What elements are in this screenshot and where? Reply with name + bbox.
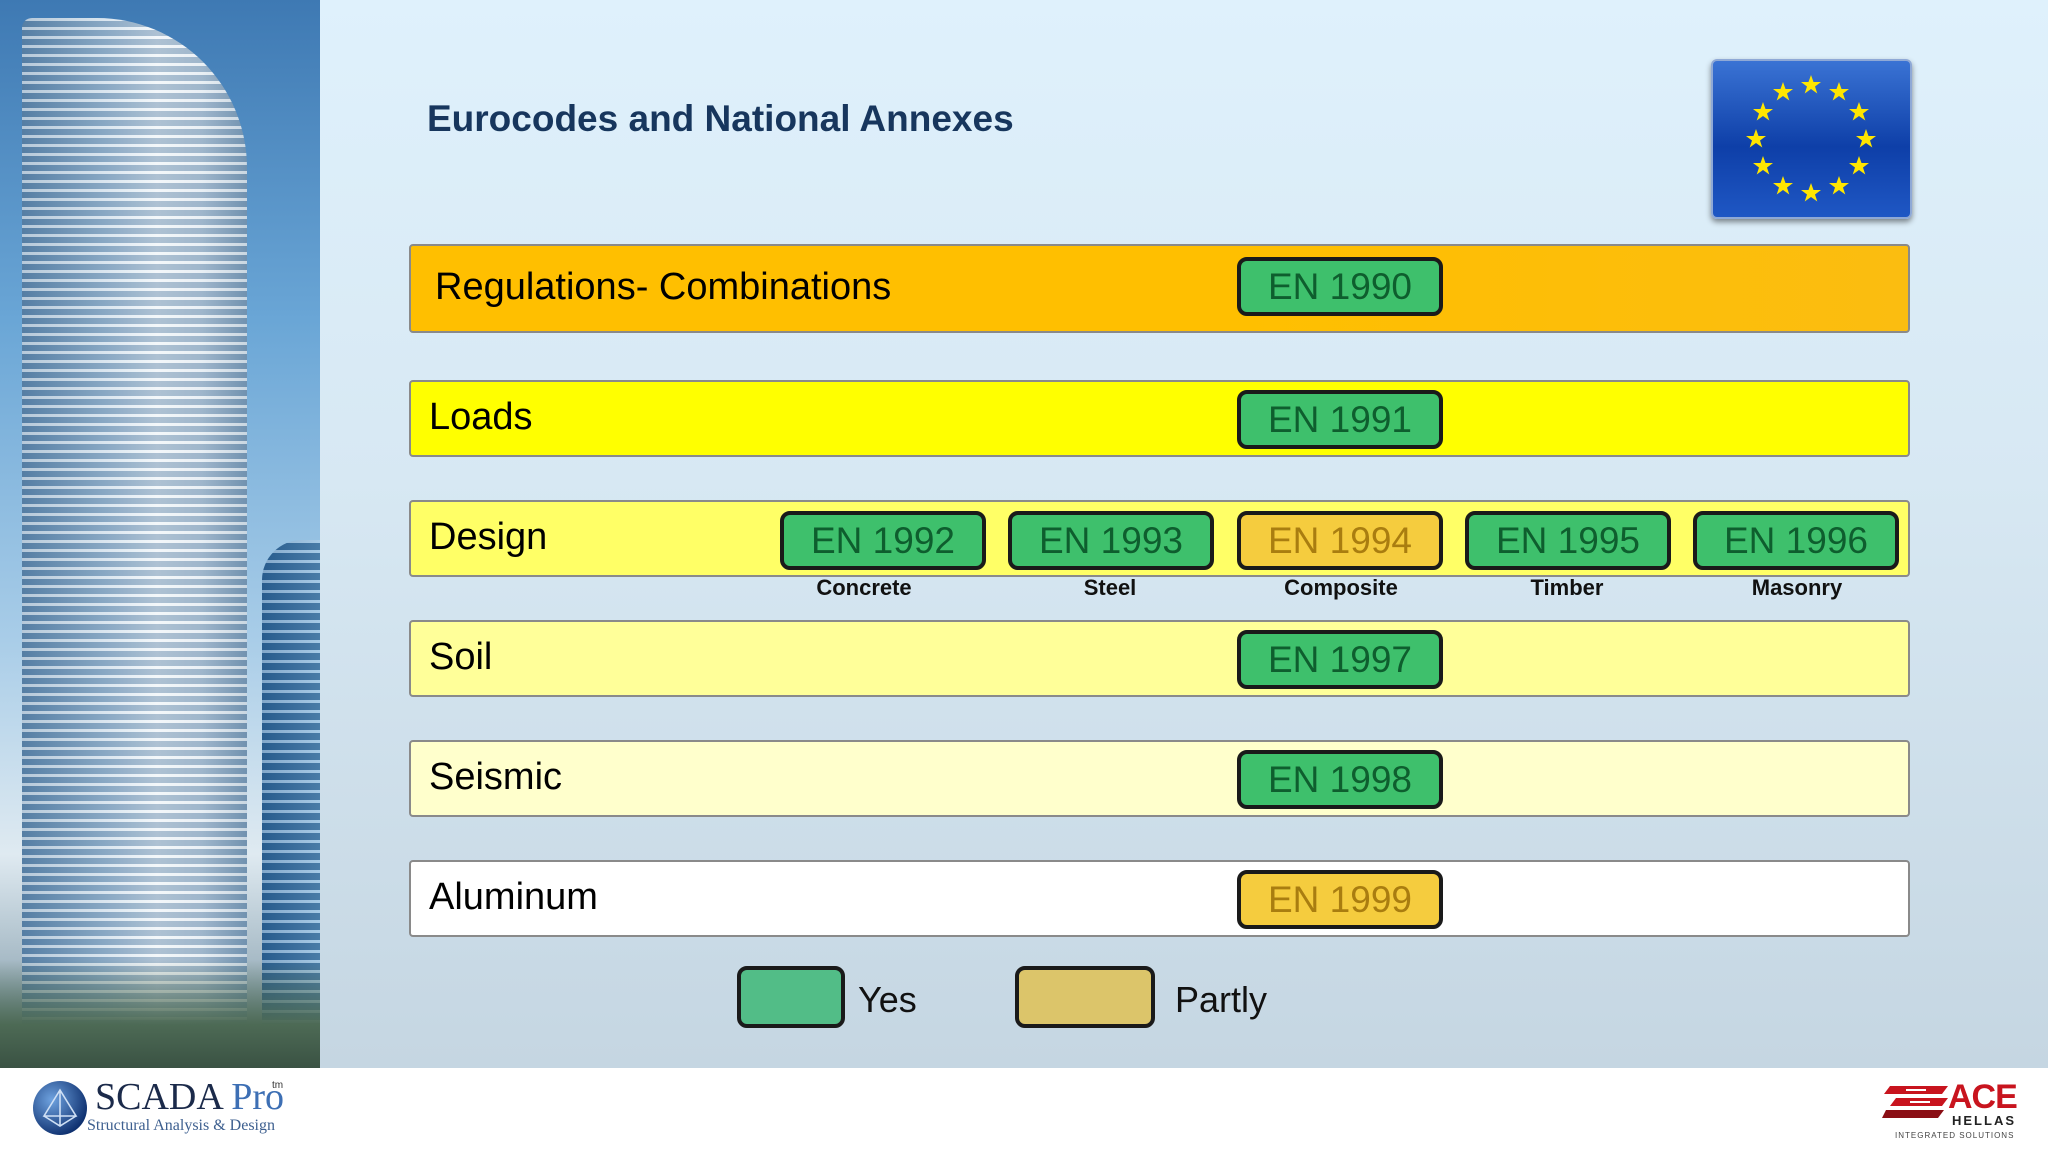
page-title: Eurocodes and National Annexes bbox=[427, 98, 1014, 139]
material-label-concrete: Concrete bbox=[816, 575, 912, 600]
ace-brand-name: ACE bbox=[1948, 1078, 2018, 1116]
code-en-1994: EN 1994 bbox=[1237, 511, 1443, 570]
row-loads: Loads bbox=[409, 380, 1910, 457]
code-en-1997: EN 1997 bbox=[1237, 630, 1443, 689]
ace-emblem-icon bbox=[1882, 1080, 1952, 1122]
legend-label-yes: Yes bbox=[858, 979, 917, 1020]
ground bbox=[0, 960, 320, 1068]
row-soil: Soil bbox=[409, 620, 1910, 697]
row-label: Design bbox=[429, 516, 548, 558]
building-photo bbox=[0, 0, 320, 1068]
ace-brand-sub: HELLAS bbox=[1952, 1113, 2016, 1128]
scada-pro-text: Pro bbox=[231, 1076, 285, 1118]
code-en-1998: EN 1998 bbox=[1237, 750, 1443, 809]
code-en-1995: EN 1995 bbox=[1465, 511, 1671, 570]
scada-brand: SCADA Pro bbox=[95, 1075, 284, 1119]
row-label: Aluminum bbox=[429, 876, 598, 918]
material-label-timber: Timber bbox=[1530, 575, 1604, 600]
scada-name-text: SCADA bbox=[95, 1076, 222, 1118]
row-label: Seismic bbox=[429, 756, 563, 798]
code-en-1993: EN 1993 bbox=[1008, 511, 1214, 570]
row-label: Soil bbox=[429, 636, 493, 678]
code-en-1999: EN 1999 bbox=[1237, 870, 1443, 929]
material-label-composite: Composite bbox=[1284, 575, 1398, 600]
footer bbox=[0, 1068, 2048, 1152]
code-en-1991: EN 1991 bbox=[1237, 390, 1443, 449]
row-label: Regulations- Combinations bbox=[435, 266, 892, 308]
row-regulations: Regulations- Combinations bbox=[409, 244, 1910, 333]
scada-globe-icon bbox=[30, 1078, 90, 1138]
scada-tagline: Structural Analysis & Design bbox=[87, 1117, 275, 1134]
row-seismic: Seismic bbox=[409, 740, 1910, 817]
legend-swatch-partly bbox=[1015, 966, 1155, 1028]
material-label-masonry: Masonry bbox=[1751, 575, 1843, 600]
row-label: Loads bbox=[429, 396, 533, 438]
eu-flag-icon bbox=[1711, 59, 1912, 219]
code-en-1996: EN 1996 bbox=[1693, 511, 1899, 570]
legend-label-partly: Partly bbox=[1175, 979, 1268, 1020]
code-en-1992: EN 1992 bbox=[780, 511, 986, 570]
row-aluminum: Aluminum bbox=[409, 860, 1910, 937]
material-label-steel: Steel bbox=[1083, 575, 1137, 600]
legend-swatch-yes bbox=[737, 966, 845, 1028]
code-en-1990: EN 1990 bbox=[1237, 257, 1443, 316]
ace-tagline: INTEGRATED SOLUTIONS bbox=[1895, 1131, 2015, 1140]
main-tower bbox=[22, 18, 247, 1058]
scada-trademark: tm bbox=[272, 1080, 284, 1091]
